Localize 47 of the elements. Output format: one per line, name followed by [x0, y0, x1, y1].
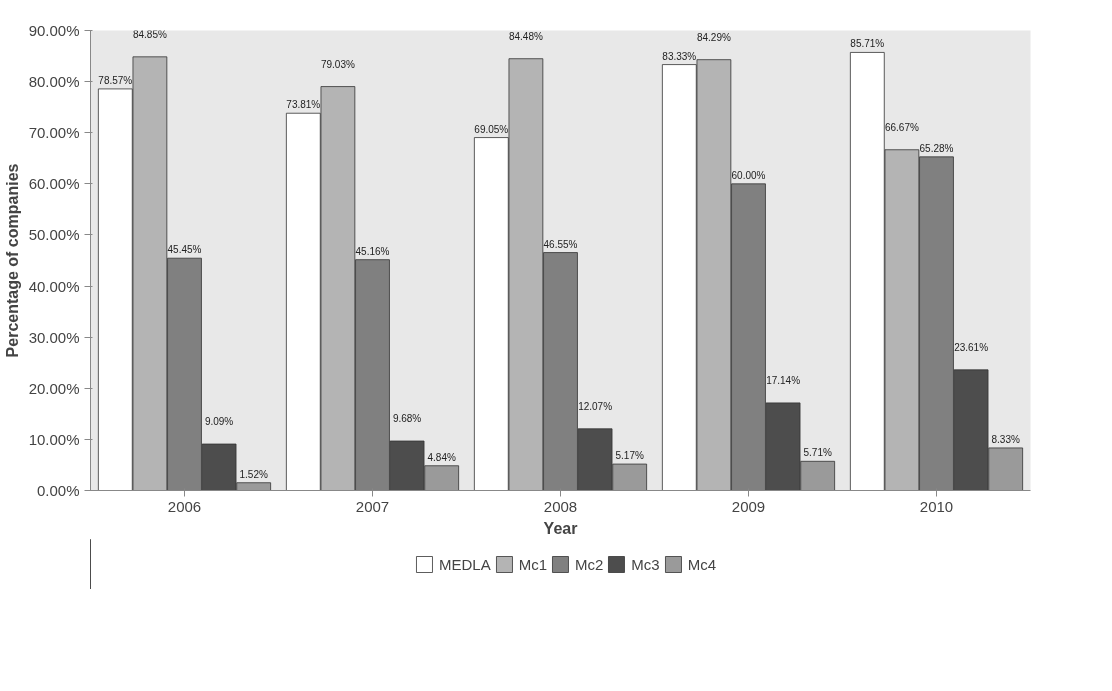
y-tick-label: 0.00% — [36, 482, 80, 499]
data-label: 69.05% — [474, 123, 509, 135]
data-label: 65.28% — [919, 142, 954, 154]
data-label: 46.55% — [543, 238, 578, 250]
data-label: 78.57% — [98, 74, 133, 86]
data-label: 83.33% — [662, 50, 697, 62]
data-label: 1.52% — [239, 468, 268, 480]
y-tick-label: 90.00% — [28, 22, 80, 39]
y-tick-label: 30.00% — [28, 328, 80, 346]
legend-label: Mc2 — [575, 555, 604, 573]
data-label: 45.16% — [355, 245, 390, 257]
data-label: 79.03% — [320, 58, 355, 70]
data-label: 85.71% — [850, 38, 885, 50]
x-tick-label: 2009 — [731, 497, 766, 515]
data-label: 84.85% — [132, 28, 167, 40]
legend-label: Mc4 — [687, 555, 717, 573]
x-tick-label: 2008 — [543, 497, 578, 515]
legend-label: Mc3 — [631, 555, 660, 573]
y-tick-label: 80.00% — [28, 73, 80, 91]
data-label: 9.09% — [204, 416, 234, 428]
data-label: 17.14% — [766, 374, 801, 386]
y-tick-label: 20.00% — [28, 379, 80, 397]
data-label: 66.67% — [884, 121, 919, 133]
y-tick-label: 10.00% — [28, 430, 80, 448]
y-axis-title: Percentage of companies — [3, 163, 21, 358]
x-tick-label: 2006 — [167, 497, 202, 515]
y-tick-label: 40.00% — [28, 277, 80, 295]
y-tick-label: 70.00% — [28, 124, 80, 142]
y-tick-label: 50.00% — [28, 226, 80, 244]
data-label: 73.81% — [286, 99, 321, 111]
data-label: 9.68% — [392, 413, 422, 425]
legend-label: MEDLA — [438, 555, 491, 573]
data-label: 84.29% — [696, 31, 731, 43]
data-label: 60.00% — [731, 169, 766, 181]
data-label: 12.07% — [578, 400, 613, 412]
legend-label: Mc1 — [518, 555, 547, 573]
x-axis-title: Year — [543, 519, 578, 537]
data-label: 5.71% — [803, 447, 832, 459]
data-label: 8.33% — [991, 433, 1020, 445]
data-label: 84.48% — [508, 30, 543, 42]
data-label: 5.17% — [615, 450, 644, 462]
x-tick-label: 2010 — [919, 497, 954, 515]
y-tick-label: 60.00% — [28, 175, 80, 193]
data-label: 23.61% — [954, 341, 989, 353]
data-label: 45.45% — [167, 244, 202, 256]
data-label: 4.84% — [427, 451, 456, 463]
x-tick-label: 2007 — [355, 497, 390, 515]
